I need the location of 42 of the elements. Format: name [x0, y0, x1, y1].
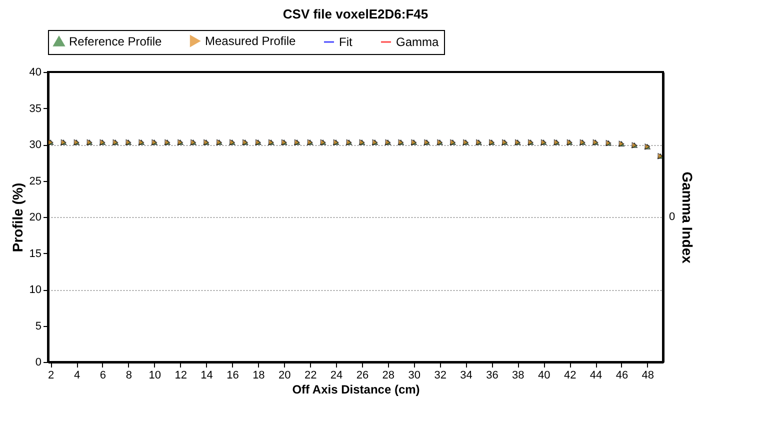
x-tick-label: 6 [100, 370, 106, 382]
legend-label: Fit [339, 35, 353, 49]
x-tick-label: 26 [356, 370, 369, 382]
x-tick-label: 14 [200, 370, 213, 382]
x-tick-label: 40 [538, 370, 550, 382]
x-tick-label: 30 [408, 370, 421, 382]
y-tick-label: 20 [29, 212, 42, 224]
x-tick-label: 34 [460, 370, 472, 382]
x-tick-label: 2 [48, 370, 54, 382]
x-tick-label: 16 [226, 370, 239, 382]
y-tick-label: 30 [29, 139, 42, 151]
x-tick-label: 8 [126, 370, 132, 382]
x-tick-label: 20 [278, 370, 291, 382]
y-tick-label: 10 [29, 284, 42, 296]
x-tick-label: 48 [642, 370, 654, 382]
x-tick-label: 38 [512, 370, 524, 382]
legend-label: Gamma [396, 35, 439, 49]
x-tick-label: 46 [616, 370, 628, 382]
y-tick-label: 5 [35, 320, 42, 332]
x-tick-label: 32 [434, 370, 446, 382]
text: 0 [669, 211, 676, 223]
x-tick-label: 12 [174, 370, 187, 382]
chart-title: CSV file voxelE2D6:F45 [282, 6, 428, 22]
x-tick-label: 22 [304, 370, 317, 382]
x-tick-label: 18 [252, 370, 265, 382]
x-tick-label: 24 [330, 370, 343, 382]
x-axis-title: Off Axis Distance (cm) [292, 382, 420, 396]
y-tick-label: 0 [35, 356, 42, 368]
x-tick-label: 28 [382, 370, 395, 382]
x-tick-label: 4 [74, 370, 80, 382]
x-tick-label: 44 [590, 370, 602, 382]
x-tick-label: 36 [486, 370, 498, 382]
y-axis-title: Profile (%) [9, 182, 26, 252]
x-tick-label: 42 [564, 370, 576, 382]
y-tick-label: 40 [29, 66, 42, 78]
y-tick-label: 35 [29, 102, 42, 115]
x-tick-label: 10 [148, 370, 162, 382]
legend-label: Measured Profile [205, 34, 296, 48]
y-tick-label: 25 [29, 175, 42, 188]
legend-label: Reference Profile [69, 34, 162, 48]
y-tick-label: 15 [29, 248, 42, 260]
y2-axis-title: Gamma Index [680, 172, 696, 264]
